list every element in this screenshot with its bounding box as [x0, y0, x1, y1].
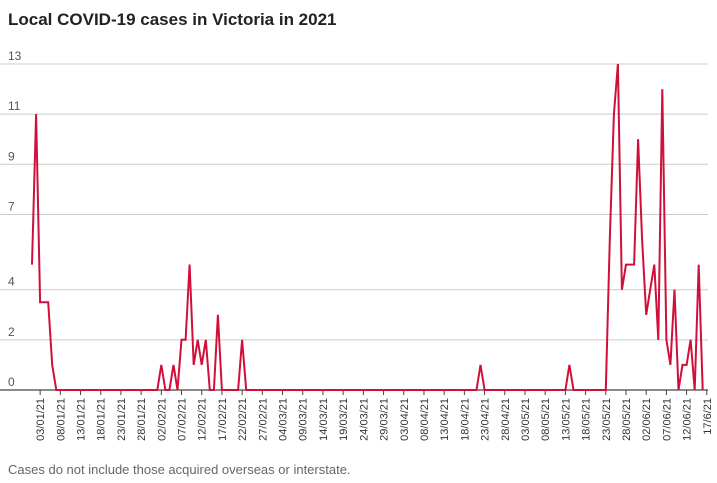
y-tick-label: 2	[8, 325, 15, 339]
x-tick-label: 17/02/21	[217, 398, 229, 441]
x-tick-label: 02/02/21	[156, 398, 168, 441]
x-tick-label: 12/02/21	[197, 398, 209, 441]
x-tick-label: 13/05/21	[560, 398, 572, 441]
x-tick-label: 28/04/21	[500, 398, 512, 441]
x-tick-label: 22/02/21	[237, 398, 249, 441]
footnote: Cases do not include those acquired over…	[8, 462, 351, 477]
x-tick-label: 24/03/21	[358, 398, 370, 441]
x-tick-label: 18/05/21	[581, 398, 593, 441]
x-tick-label: 02/06/21	[641, 398, 653, 441]
x-tick-label: 18/04/21	[459, 398, 471, 441]
x-tick-label: 27/02/21	[257, 398, 269, 441]
x-tick-label: 19/03/21	[338, 398, 350, 441]
y-tick-label: 9	[8, 149, 15, 163]
x-tick-label: 03/01/21	[35, 398, 47, 441]
x-tick-label: 23/05/21	[601, 398, 613, 441]
x-tick-label: 14/03/21	[318, 398, 330, 441]
x-tick-label: 17/6/21	[702, 398, 714, 435]
x-tick-label: 23/04/21	[480, 398, 492, 441]
x-tick-label: 12/06/21	[682, 398, 694, 441]
series-layer	[31, 63, 704, 391]
x-tick-label: 07/06/21	[661, 398, 673, 441]
x-tick-label: 29/03/21	[379, 398, 391, 441]
grid-layer	[0, 63, 708, 341]
y-tick-label: 4	[8, 275, 15, 289]
x-tick-label: 09/03/21	[298, 398, 310, 441]
y-tick-label: 7	[8, 199, 15, 213]
x-tick-label: 03/05/21	[520, 398, 532, 441]
y-tick-label: 0	[8, 375, 15, 389]
y-tick-label: 11	[8, 99, 21, 113]
x-tick-label: 28/05/21	[621, 398, 633, 441]
x-tick-label: 03/04/21	[399, 398, 411, 441]
x-tick-label: 28/01/21	[136, 398, 148, 441]
x-tick-label: 18/01/21	[96, 398, 108, 441]
x-tick-label: 13/04/21	[439, 398, 451, 441]
y-tick-label: 13	[8, 49, 22, 63]
x-tick-label: 13/01/21	[76, 398, 88, 441]
x-tick-label: 04/03/21	[278, 398, 290, 441]
x-tick-label: 08/04/21	[419, 398, 431, 441]
series-line	[31, 63, 704, 391]
chart-title: Local COVID-19 cases in Victoria in 2021	[8, 10, 337, 29]
x-tick-labels: 03/01/21 08/01/21 13/01/21 18/01/21 23/01/21…	[35, 398, 714, 441]
x-tick-label: 08/01/21	[55, 398, 67, 441]
x-tick-label: 23/01/21	[116, 398, 128, 441]
x-tick-label: 07/02/21	[177, 398, 189, 441]
x-tick-label: 08/05/21	[540, 398, 552, 441]
y-tick-labels: 0 2 4 7 9 11 13	[8, 49, 22, 389]
